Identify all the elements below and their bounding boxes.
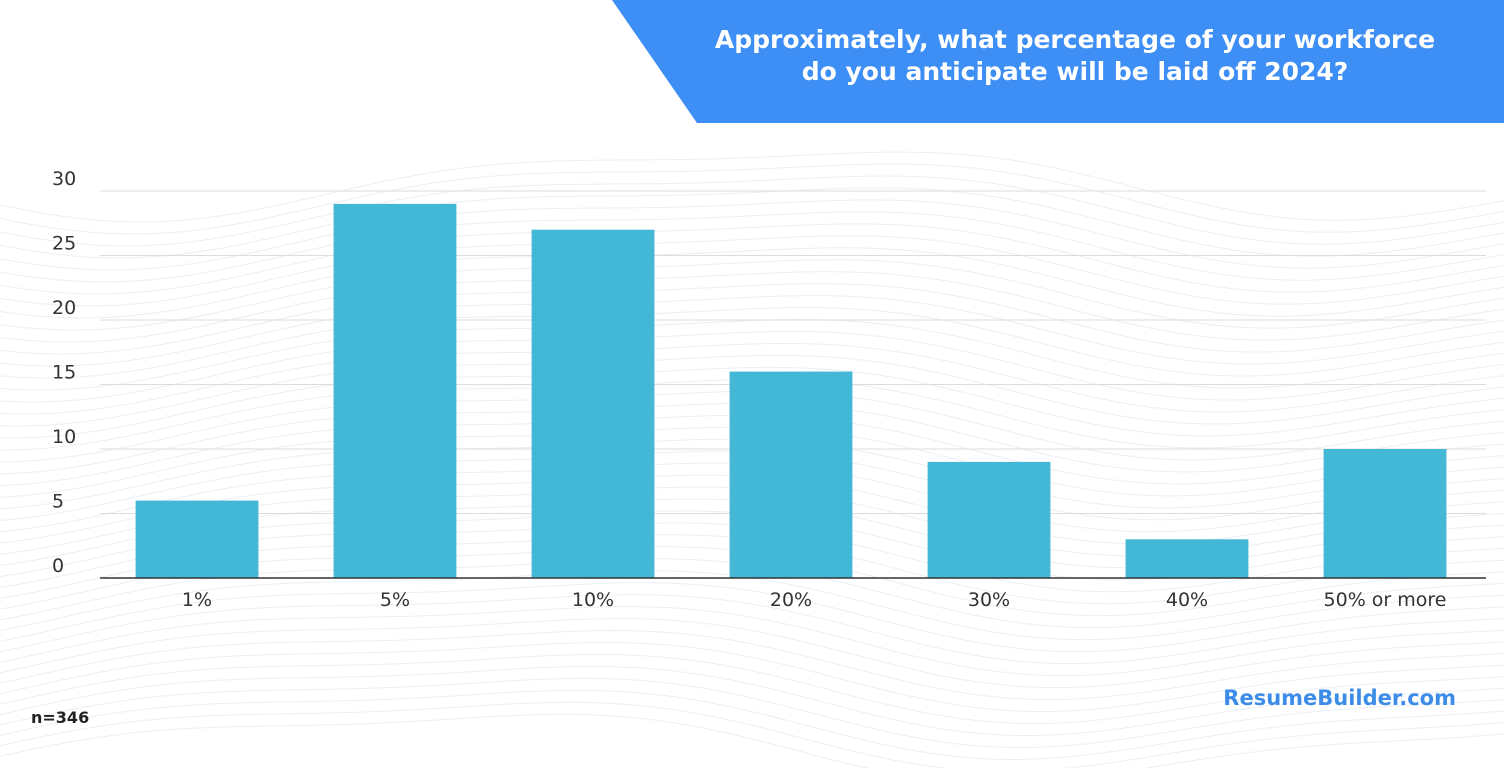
bar-1 xyxy=(333,203,457,578)
x-tick-label: 5% xyxy=(380,589,410,611)
wave-line xyxy=(0,259,1504,331)
wave-line xyxy=(0,283,1504,355)
chart-title-line-1: Approximately, what percentage of your w… xyxy=(714,25,1436,54)
wave-line xyxy=(0,223,1504,295)
chart-title: Approximately, what percentage of your w… xyxy=(690,24,1460,88)
bar-4 xyxy=(927,461,1051,578)
x-tick-label: 20% xyxy=(770,589,812,611)
x-tick-label: 40% xyxy=(1166,589,1208,611)
wave-line xyxy=(0,701,1504,768)
wave-line xyxy=(0,307,1504,379)
wave-line xyxy=(0,689,1504,761)
sample-size-note: n=346 xyxy=(31,708,90,727)
x-tick-label: 50% or more xyxy=(1324,589,1447,611)
y-tick-label: 10 xyxy=(52,426,76,448)
wave-line xyxy=(0,199,1504,271)
wave-line xyxy=(0,618,1504,689)
wave-line xyxy=(0,247,1504,319)
title-banner xyxy=(612,0,1504,123)
brand-logo-text: ResumeBuilder.com xyxy=(1223,686,1456,710)
wave-line xyxy=(0,713,1504,768)
wave-line xyxy=(0,629,1504,700)
x-tick-label: 30% xyxy=(968,589,1010,611)
wave-line xyxy=(0,366,1504,439)
bars xyxy=(135,203,1447,578)
wave-line xyxy=(0,342,1504,415)
wave-line xyxy=(0,187,1504,259)
wave-line xyxy=(0,665,1504,737)
y-tick-label: 5 xyxy=(52,491,64,513)
bar-0 xyxy=(135,500,259,578)
bar-6 xyxy=(1323,449,1447,578)
wave-line xyxy=(0,295,1504,367)
bar-2 xyxy=(531,229,655,578)
wave-line xyxy=(0,163,1504,235)
x-tick-label: 1% xyxy=(182,589,212,611)
x-axis-ticks: 1% 5% 10% 20% 30% 40% 50% or more xyxy=(182,589,1447,611)
wave-line xyxy=(0,354,1504,427)
wave-line xyxy=(0,594,1504,665)
y-tick-label: 15 xyxy=(52,362,76,384)
wave-line xyxy=(0,271,1504,343)
x-tick-label: 10% xyxy=(572,589,614,611)
y-tick-label: 25 xyxy=(52,233,76,255)
chart-title-line-2: do you anticipate will be laid off 2024? xyxy=(801,57,1349,86)
wave-line xyxy=(0,235,1504,307)
wave-line xyxy=(0,654,1504,724)
wave-line xyxy=(0,582,1504,653)
bar-5 xyxy=(1125,539,1249,578)
wave-line xyxy=(0,331,1504,403)
wave-line xyxy=(0,211,1504,283)
bar-3 xyxy=(729,371,853,578)
wave-line xyxy=(0,677,1504,749)
y-tick-label: 0 xyxy=(52,555,64,577)
wave-line xyxy=(0,641,1504,713)
y-axis-ticks: 0 5 10 15 20 25 30 xyxy=(52,168,76,577)
wave-line xyxy=(0,151,1504,223)
y-tick-label: 30 xyxy=(52,168,76,190)
y-tick-label: 20 xyxy=(52,297,76,319)
wave-line xyxy=(0,606,1504,677)
wave-line xyxy=(0,175,1504,247)
